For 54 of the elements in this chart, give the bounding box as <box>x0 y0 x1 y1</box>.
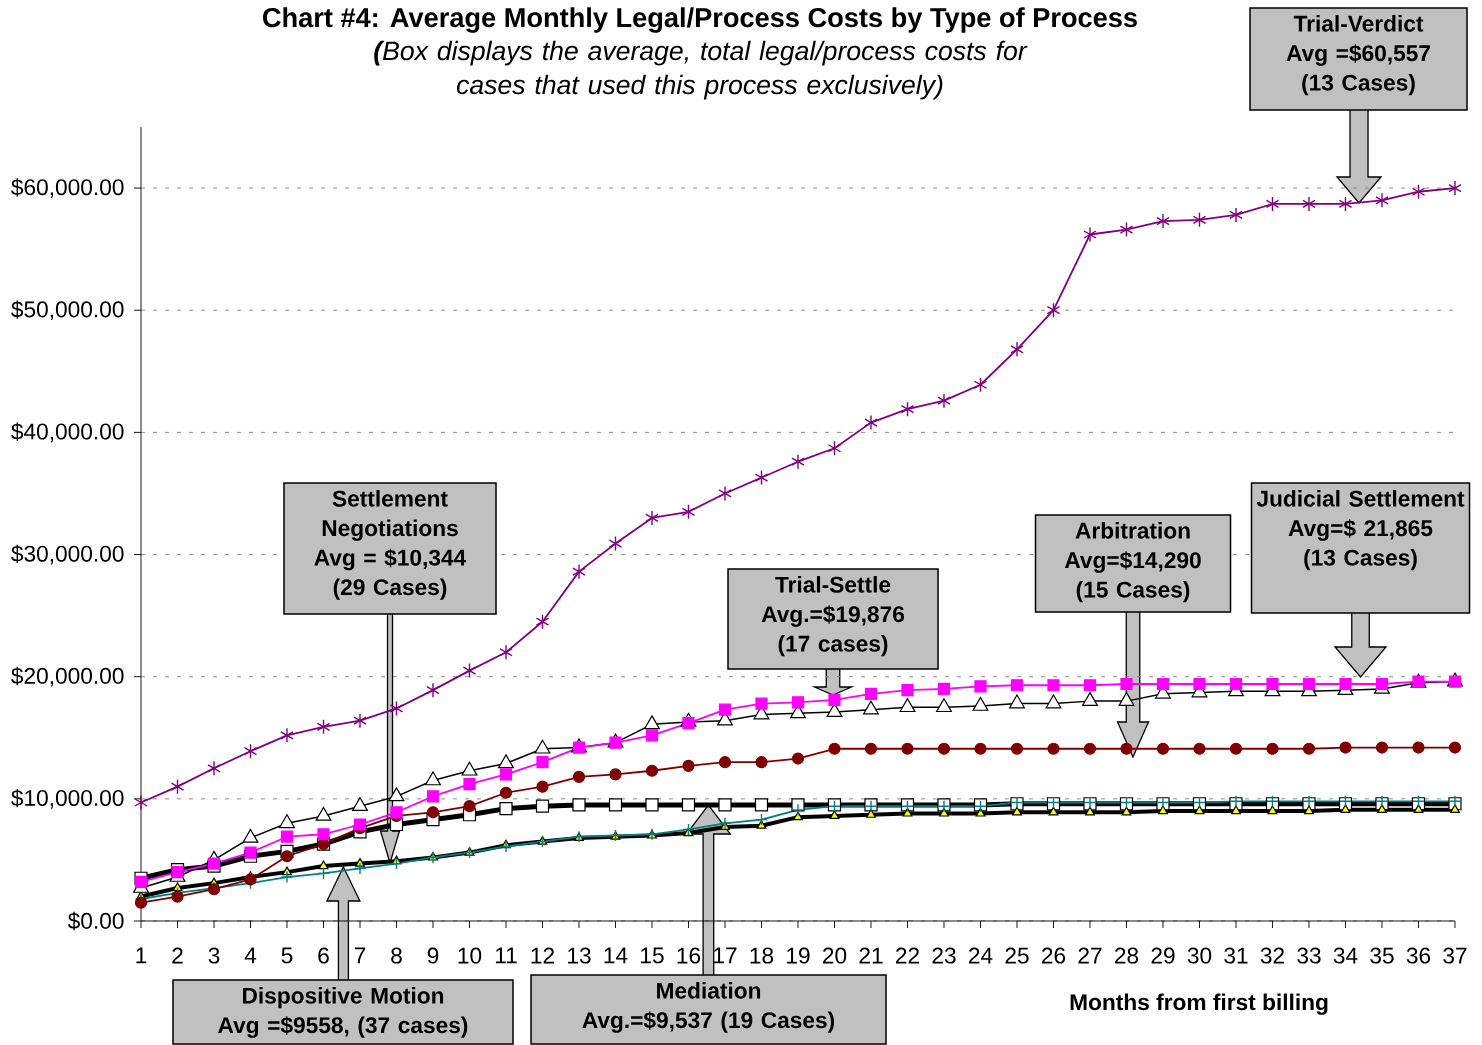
chart-subtitle: (Box displays the average, total legal/process costs for cases that used this process exclusively) <box>374 40 1028 100</box>
x-tick-label: 17 <box>714 947 737 964</box>
x-tick-label: 2 <box>172 947 183 964</box>
x-tick-label: 36 <box>1406 947 1431 964</box>
x-tick-label: 5 <box>281 947 293 964</box>
annotation: Arbitration Avg=$14,290 (15 Cases) <box>1064 522 1201 603</box>
x-tick-label: 21 <box>859 947 883 964</box>
y-tick-label: $50,000.00 <box>11 300 124 321</box>
annotation: Judicial Settlement Avg=$ 21,865 (13 Cases) <box>1256 490 1465 571</box>
x-tick-label: 19 <box>787 947 810 964</box>
x-tick-label: 32 <box>1260 947 1284 964</box>
x-tick-label: 12 <box>531 947 554 964</box>
x-tick-label: 25 <box>1005 947 1029 964</box>
text: Dispositive Motion Avg =$9558, (37 cases) <box>218 987 468 1038</box>
x-tick-label: 11 <box>495 947 517 964</box>
x-tick-label: 7 <box>354 947 366 964</box>
x-tick-label: 8 <box>391 947 402 964</box>
x-tick-label: 1 <box>136 947 147 964</box>
x-tick-label: 29 <box>1151 947 1175 964</box>
x-tick-label: 16 <box>677 947 701 964</box>
x-tick-label: 23 <box>932 947 956 964</box>
x-tick-label: 28 <box>1115 947 1139 964</box>
annotation: Settlement Negotiations Avg = $10,344 (29 Cases) <box>314 490 467 600</box>
x-tick-label: 30 <box>1187 947 1212 964</box>
x-tick-label: 15 <box>641 947 664 964</box>
x-tick-label: 20 <box>823 947 847 964</box>
annotation: Trial-Settle Avg.=$19,876 (17 cases) <box>761 576 904 657</box>
y-tick-label: $0.00 <box>67 911 124 931</box>
x-tick-label: 33 <box>1297 947 1321 964</box>
x-tick-label: 26 <box>1042 947 1066 964</box>
x-tick-label: 27 <box>1078 947 1102 964</box>
chart-title: Chart #4: Average Monthly Legal/Process Costs by Type of Process <box>263 7 1137 33</box>
x-tick-label: 3 <box>208 947 220 964</box>
x-tick-label: 34 <box>1333 947 1358 964</box>
x-tick-label: 14 <box>604 947 628 964</box>
x-tick-label: 18 <box>750 947 774 964</box>
x-tick-label: 6 <box>318 947 329 964</box>
x-tick-label: 22 <box>896 947 919 964</box>
y-tick-label: $30,000.00 <box>11 544 124 565</box>
x-tick-label: 4 <box>244 947 257 964</box>
text: Trial-Verdict Avg =$60,557 (13 Cases) <box>1286 15 1430 96</box>
y-tick-label: $60,000.00 <box>11 178 124 198</box>
y-tick-label: $40,000.00 <box>11 422 124 443</box>
x-tick-label: 13 <box>568 947 591 964</box>
x-tick-label: 10 <box>458 947 482 964</box>
x-tick-label: 9 <box>427 947 439 964</box>
y-tick-label: $10,000.00 <box>11 789 124 809</box>
x-tick-label: 37 <box>1443 947 1467 964</box>
x-tick-label: 31 <box>1224 947 1248 964</box>
x-axis-title: Months from first billing <box>1070 993 1328 1015</box>
y-tick-label: $20,000.00 <box>11 666 124 687</box>
text: Mediation Avg.=$9,537 (19 Cases) <box>582 982 835 1033</box>
x-tick-label: 35 <box>1370 947 1394 964</box>
x-tick-label: 24 <box>969 947 993 964</box>
